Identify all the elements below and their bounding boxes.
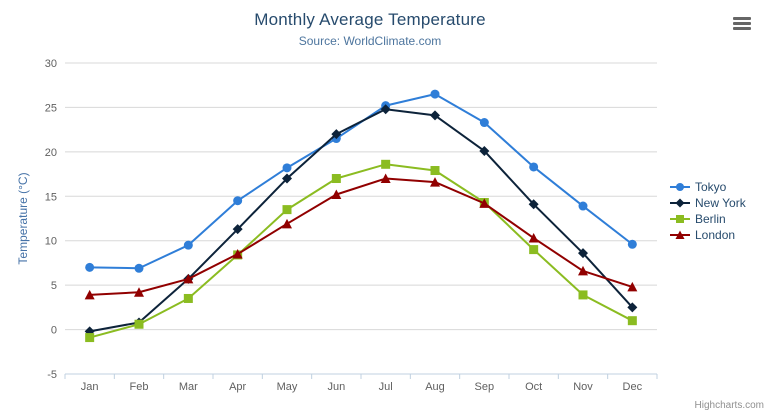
series-new-york: [84, 104, 638, 337]
series-tokyo-point-Jan[interactable]: [85, 262, 95, 272]
export-menu-button[interactable]: [730, 14, 754, 34]
series-new-york-point-Oct[interactable]: [528, 199, 539, 210]
legend-marker-new-york[interactable]: [675, 198, 685, 208]
series-tokyo-point-Feb[interactable]: [134, 263, 144, 273]
legend-marker-triangle-icon: [670, 230, 690, 240]
xaxis-label: May: [277, 381, 298, 393]
series-london-point-Apr[interactable]: [232, 249, 243, 259]
series-london-line[interactable]: [88, 177, 634, 296]
legend-label: Tokyo: [695, 180, 727, 194]
series-london-point-Jan[interactable]: [84, 289, 95, 300]
series-london-point-Dec[interactable]: [627, 281, 638, 292]
legend-item-new-york[interactable]: New York: [670, 195, 746, 211]
xaxis-label: Oct: [525, 381, 542, 393]
series-london-point-May[interactable]: [282, 218, 292, 229]
legend-label: London: [695, 228, 736, 242]
series-berlin-point-Feb[interactable]: [134, 319, 144, 329]
xaxis-label: Jun: [327, 381, 345, 393]
legend-marker-diamond-icon: [670, 198, 690, 208]
yaxis-label: 5: [51, 280, 57, 292]
series-tokyo-point-May[interactable]: [282, 163, 292, 173]
yaxis-label: 30: [45, 58, 57, 70]
series-london-point-Aug[interactable]: [430, 177, 440, 187]
series-london-point-Mar[interactable]: [183, 273, 194, 284]
yaxis-label: 20: [45, 147, 57, 159]
series-berlin-point-Mar[interactable]: [183, 293, 193, 303]
xaxis-label: Dec: [623, 381, 643, 393]
legend-label: New York: [695, 196, 746, 210]
legend-label: Berlin: [695, 212, 726, 226]
series-new-york-point-May[interactable]: [282, 173, 292, 184]
legend-marker-berlin[interactable]: [676, 215, 684, 223]
legend-marker-london[interactable]: [675, 230, 685, 240]
yaxis-label: -5: [47, 369, 57, 381]
series-berlin-point-Jul[interactable]: [381, 159, 391, 169]
yaxis-title: Temperature (°C): [16, 172, 30, 264]
series-london-point-Feb[interactable]: [134, 287, 144, 297]
series-london: [84, 173, 638, 300]
series-new-york-point-Dec[interactable]: [627, 302, 638, 313]
yaxis-label: 25: [45, 102, 57, 114]
hamburger-icon: [733, 17, 751, 20]
xaxis-label: Nov: [573, 381, 593, 393]
xaxis-label: Sep: [475, 381, 495, 393]
series-berlin-line[interactable]: [88, 163, 634, 339]
series-london-point-Oct[interactable]: [528, 233, 539, 243]
xaxis-label: Apr: [229, 381, 246, 393]
series-berlin-point-Oct[interactable]: [529, 245, 539, 255]
legend-item-tokyo[interactable]: Tokyo: [670, 179, 746, 195]
series-tokyo-point-Nov[interactable]: [578, 201, 588, 211]
yaxis-label: 0: [51, 325, 57, 337]
series-tokyo-point-Mar[interactable]: [183, 240, 193, 250]
series-tokyo-point-Oct[interactable]: [529, 162, 539, 172]
series-berlin-point-Nov[interactable]: [578, 290, 588, 300]
legend-marker-square-icon: [670, 215, 690, 223]
chart-subtitle: Source: WorldClimate.com: [298, 34, 442, 48]
series-tokyo: [85, 89, 637, 273]
series-tokyo-point-Apr[interactable]: [233, 196, 243, 206]
xaxis-label: Aug: [425, 381, 445, 393]
xaxis-label: Feb: [130, 381, 149, 393]
legend-marker-circle-icon: [670, 183, 690, 191]
series-berlin-point-May[interactable]: [282, 205, 292, 215]
chart-title: Monthly Average Temperature: [254, 10, 486, 29]
series-berlin-point-Jan[interactable]: [85, 333, 95, 343]
xaxis-label: Mar: [179, 381, 198, 393]
series-new-york-line[interactable]: [88, 108, 634, 333]
series-new-york-point-Sep[interactable]: [479, 145, 490, 156]
series-london-point-Jun[interactable]: [331, 189, 342, 200]
series-tokyo-point-Sep[interactable]: [479, 118, 489, 128]
series-london-point-Jul[interactable]: [380, 173, 391, 184]
series-new-york-point-Apr[interactable]: [232, 224, 243, 235]
legend-marker-tokyo[interactable]: [676, 183, 684, 191]
yaxis-label: 10: [45, 236, 57, 248]
series-berlin-point-Jun[interactable]: [331, 174, 341, 184]
xaxis-label: Jul: [379, 381, 393, 393]
legend-item-london[interactable]: London: [670, 227, 746, 243]
series-tokyo-point-Aug[interactable]: [430, 89, 440, 99]
legend-item-berlin[interactable]: Berlin: [670, 211, 746, 227]
series-new-york-point-Jun[interactable]: [331, 129, 342, 140]
series-london-point-Nov[interactable]: [578, 265, 588, 276]
series-new-york-point-Aug[interactable]: [430, 110, 440, 121]
series-london-point-Sep[interactable]: [479, 198, 490, 208]
series-tokyo-line[interactable]: [88, 93, 634, 270]
xaxis-label: Jan: [81, 381, 99, 393]
yaxis-label: 15: [45, 191, 57, 203]
series-new-york-point-Jul[interactable]: [380, 104, 391, 115]
series-new-york-point-Nov[interactable]: [578, 248, 588, 259]
hamburger-icon: [733, 22, 751, 25]
hamburger-icon: [733, 27, 751, 30]
credits-link[interactable]: Highcharts.com: [694, 400, 764, 411]
series-berlin-point-Aug[interactable]: [430, 166, 440, 176]
series-tokyo-point-Dec[interactable]: [627, 239, 637, 249]
series-berlin-point-Dec[interactable]: [627, 316, 637, 326]
legend: Tokyo New York Berlin London: [670, 179, 746, 243]
